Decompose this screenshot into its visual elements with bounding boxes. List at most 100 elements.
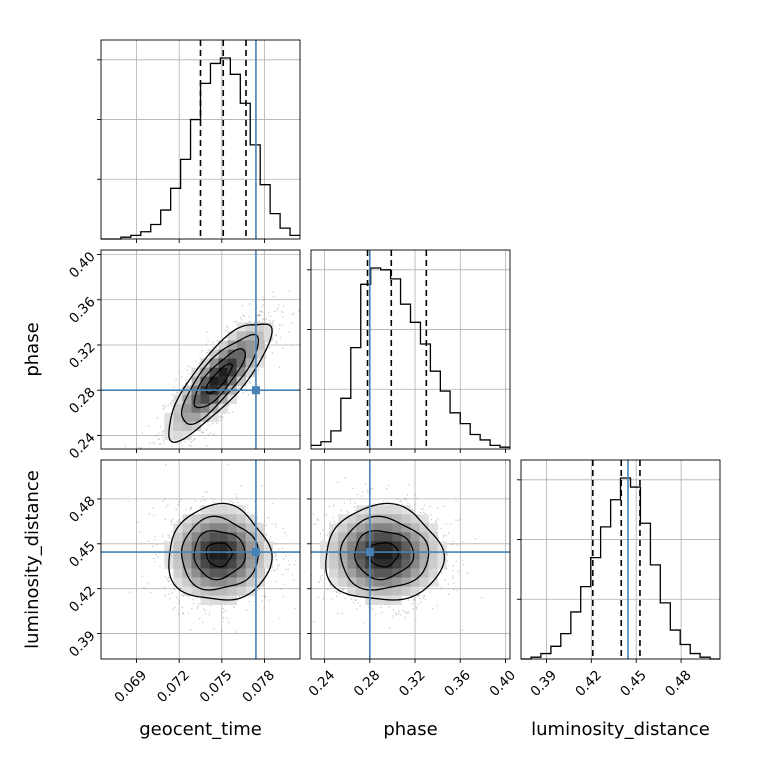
sample-point	[366, 489, 369, 491]
density-cell	[182, 514, 192, 524]
sample-point	[335, 595, 338, 597]
sample-point	[459, 518, 461, 520]
sample-point	[201, 431, 204, 433]
hist-panel-phase	[307, 249, 511, 453]
sample-point	[388, 627, 391, 629]
sample-point	[206, 351, 208, 354]
panel-frame	[520, 459, 721, 660]
density-cell	[182, 394, 192, 404]
sample-point	[404, 497, 406, 500]
sample-point	[332, 516, 334, 518]
sample-point	[278, 548, 280, 550]
density-cell	[254, 541, 265, 551]
density-cell	[245, 367, 255, 377]
y-axis-label-phase: phase	[22, 322, 43, 376]
density-cell	[191, 367, 201, 377]
density-cell	[191, 532, 201, 542]
x-tick-label: 0.48	[662, 667, 695, 700]
sample-point	[177, 503, 179, 506]
sample-point	[481, 596, 483, 599]
sample-point	[222, 416, 224, 419]
sample-point	[141, 432, 144, 434]
sample-point	[177, 613, 180, 615]
sample-point	[352, 602, 355, 604]
sample-point	[354, 599, 356, 601]
sample-point	[281, 324, 283, 327]
density-cell	[383, 523, 393, 533]
sample-point	[181, 376, 183, 378]
density-cell	[209, 541, 219, 551]
sample-point	[277, 565, 279, 567]
density-cell	[209, 376, 219, 386]
density-cell	[401, 559, 411, 569]
sample-point	[274, 569, 276, 572]
sample-point	[421, 508, 424, 510]
density-cell	[374, 559, 384, 569]
sample-point	[440, 527, 442, 529]
sample-point	[190, 441, 193, 443]
sample-point	[221, 612, 224, 614]
sample-point	[190, 507, 192, 509]
sample-point	[263, 594, 265, 597]
sample-point	[146, 583, 149, 585]
density-panel-phase-luminosity_distance	[307, 459, 511, 663]
sample-point	[189, 509, 191, 511]
sample-point	[242, 392, 244, 394]
sample-point	[207, 434, 210, 436]
density-cell	[254, 331, 265, 341]
density-cell	[227, 586, 237, 596]
sample-point	[175, 508, 177, 511]
sample-point	[405, 499, 407, 501]
sample-point	[208, 424, 211, 427]
sample-point	[415, 618, 417, 620]
sample-point	[169, 402, 172, 405]
sample-point	[167, 576, 170, 579]
sample-point	[212, 501, 214, 503]
density-cell	[428, 568, 438, 578]
sample-point	[444, 579, 446, 581]
panel-content	[101, 460, 300, 659]
sample-point	[437, 583, 440, 585]
density-cell	[374, 532, 384, 542]
sample-point	[430, 514, 432, 516]
sample-point	[354, 502, 356, 504]
density-cell	[410, 559, 420, 569]
sample-point	[162, 405, 164, 407]
density-cell	[329, 550, 339, 560]
density-cell	[356, 541, 366, 551]
sample-point	[269, 315, 271, 317]
sample-point	[262, 296, 264, 298]
density-cell	[374, 586, 384, 596]
sample-point	[240, 485, 242, 487]
density-cell	[401, 550, 411, 560]
density-cell	[209, 514, 219, 524]
sample-point	[415, 608, 418, 610]
sample-point	[254, 500, 256, 503]
sample-point	[352, 487, 354, 490]
density-cell	[419, 559, 429, 569]
sample-point	[180, 442, 182, 444]
sample-point	[396, 497, 398, 500]
sample-point	[265, 534, 268, 537]
sample-point	[268, 311, 270, 314]
density-cell	[200, 376, 210, 386]
sample-point	[264, 568, 266, 570]
density-cell	[245, 541, 255, 551]
x-tick-label: 0.45	[617, 667, 650, 700]
sample-point	[343, 502, 345, 505]
sample-point	[240, 319, 243, 321]
sample-point	[453, 582, 455, 585]
sample-point	[437, 507, 439, 509]
sample-point	[240, 316, 242, 319]
sample-point	[201, 621, 204, 623]
sample-point	[158, 443, 160, 445]
density-cell	[191, 421, 201, 432]
sample-point	[455, 519, 457, 521]
sample-point	[327, 588, 329, 591]
sample-point	[263, 318, 265, 320]
sample-point	[347, 511, 350, 514]
sample-point	[149, 592, 152, 594]
sample-point	[161, 463, 162, 464]
density-cell	[263, 550, 274, 560]
sample-point	[227, 403, 230, 406]
